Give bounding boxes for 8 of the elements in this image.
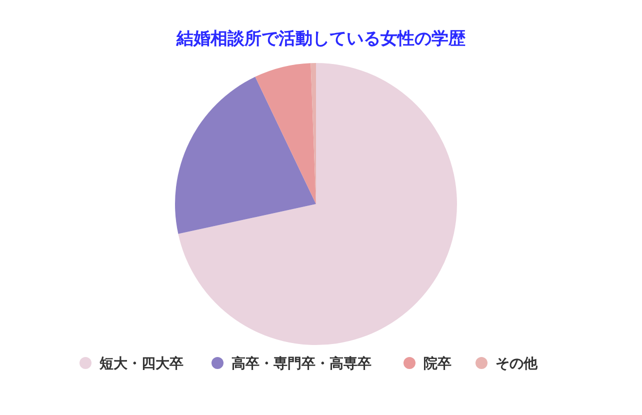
pie-slice (178, 63, 457, 345)
legend-label: 高卒・専門卒・高専卒 (232, 355, 372, 372)
legend-label: その他 (496, 356, 538, 372)
chart-title: 結婚相談所で活動している女性の学歴 (176, 29, 466, 49)
legend-label: 短大・四大卒 (98, 355, 184, 372)
legend-label: 院卒 (424, 355, 452, 372)
pie-slice (255, 63, 316, 204)
pie-slice (175, 76, 316, 234)
